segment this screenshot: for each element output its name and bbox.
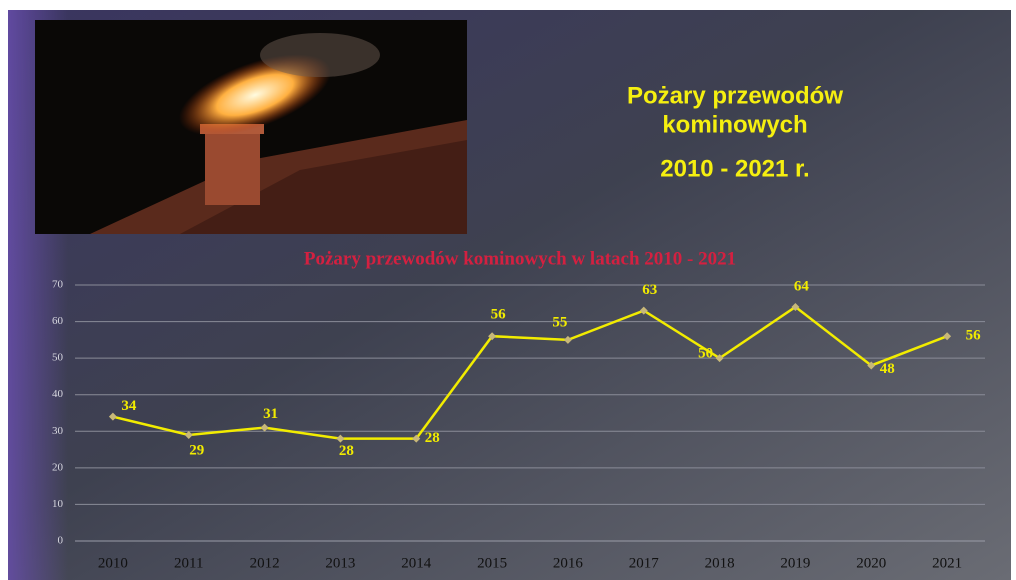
data-label: 29 (189, 442, 204, 458)
y-tick-label: 20 (52, 461, 64, 473)
data-label: 34 (121, 398, 137, 414)
x-tick-label: 2018 (705, 555, 735, 571)
data-label: 28 (425, 430, 440, 446)
chart-title: Pożary przewodów kominowych w latach 201… (304, 248, 736, 269)
x-tick-label: 2010 (98, 555, 128, 571)
y-tick-label: 50 (52, 352, 64, 364)
data-label: 55 (552, 314, 567, 330)
data-label: 56 (491, 307, 507, 323)
x-tick-label: 2016 (553, 555, 584, 571)
x-tick-label: 2019 (780, 555, 810, 571)
slide-title-line: kominowych (662, 111, 807, 138)
x-tick-label: 2015 (477, 555, 507, 571)
data-label: 48 (880, 361, 895, 377)
data-label: 56 (966, 328, 982, 344)
y-tick-label: 10 (52, 498, 64, 510)
x-tick-label: 2017 (629, 555, 660, 571)
y-tick-label: 30 (52, 425, 64, 437)
y-tick-label: 60 (52, 315, 64, 327)
slide-title-line: Pożary przewodów (627, 82, 843, 109)
data-label: 64 (794, 278, 810, 294)
slide-subtitle: 2010 - 2021 r. (660, 155, 809, 182)
x-tick-label: 2012 (250, 555, 280, 571)
y-tick-label: 0 (58, 535, 64, 547)
x-tick-label: 2020 (856, 555, 886, 571)
photo (35, 20, 467, 234)
slide: Pożary przewodów kominowych 2010 - 2021 … (0, 0, 1016, 580)
x-tick-label: 2013 (325, 555, 355, 571)
data-label: 31 (263, 406, 278, 422)
x-tick-label: 2014 (401, 555, 432, 571)
y-tick-label: 70 (52, 279, 64, 291)
x-tick-label: 2011 (174, 555, 203, 571)
x-tick-label: 2021 (932, 555, 962, 571)
data-label: 28 (339, 443, 354, 459)
data-label: 50 (698, 346, 713, 362)
y-tick-label: 40 (52, 388, 64, 400)
data-label: 63 (642, 282, 657, 298)
